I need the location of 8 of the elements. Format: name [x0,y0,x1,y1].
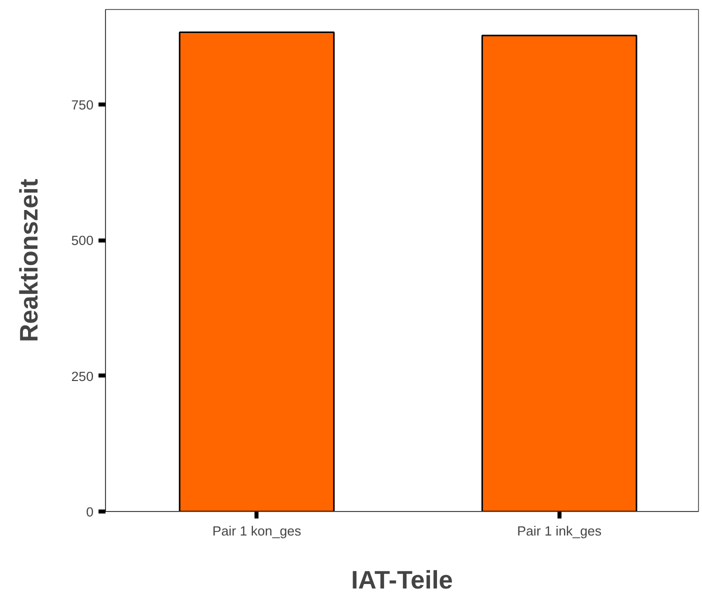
y-tick-label: 750 [71,97,94,112]
y-tick-label: 250 [71,368,94,384]
x-tick-label: Pair 1 kon_ges [212,524,302,538]
x-axis-title: IAT-Teile [351,566,453,594]
y-tick-label: 0 [86,504,94,520]
x-tick-label: Pair 1 ink_ges [517,524,602,538]
y-tick-label: 500 [71,233,94,248]
y-axis-title: Reaktionszeit [15,178,44,342]
